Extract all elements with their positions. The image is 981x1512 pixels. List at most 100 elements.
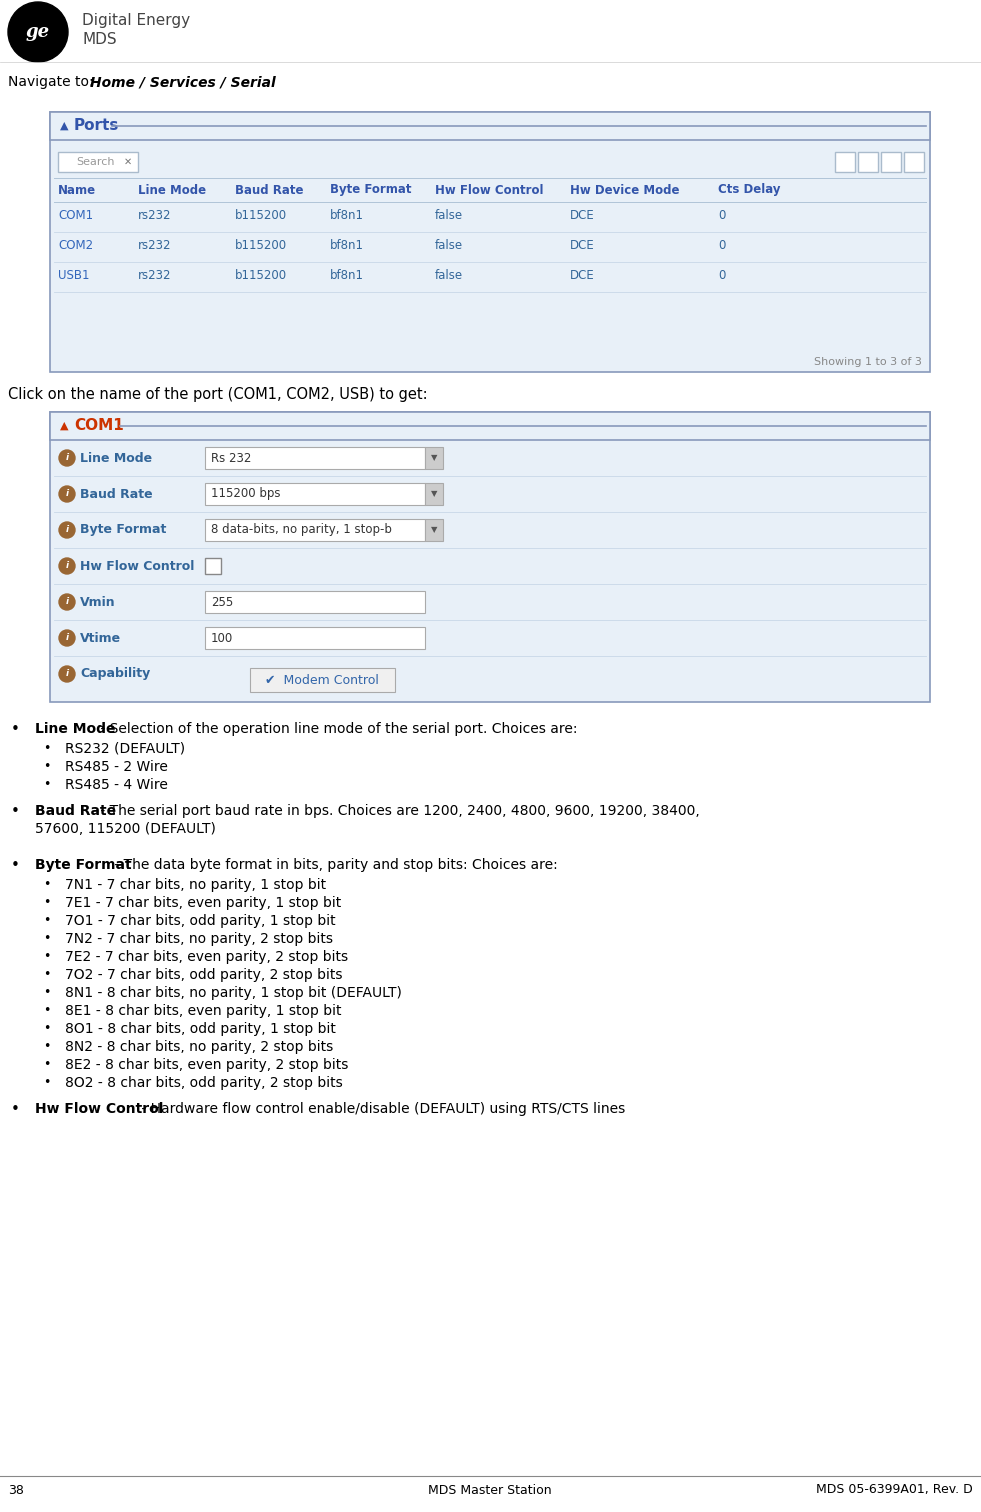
Text: Digital Energy: Digital Energy — [82, 12, 190, 27]
Text: •: • — [43, 897, 51, 909]
Text: ✕: ✕ — [124, 157, 132, 166]
Text: •: • — [43, 986, 51, 999]
Text: bf8n1: bf8n1 — [330, 209, 364, 222]
Text: 8O1 - 8 char bits, odd parity, 1 stop bit: 8O1 - 8 char bits, odd parity, 1 stop bi… — [65, 1022, 336, 1036]
Text: Click on the name of the port (COM1, COM2, USB) to get:: Click on the name of the port (COM1, COM… — [8, 387, 428, 402]
Text: 7E1 - 7 char bits, even parity, 1 stop bit: 7E1 - 7 char bits, even parity, 1 stop b… — [65, 897, 341, 910]
Text: 7O2 - 7 char bits, odd parity, 2 stop bits: 7O2 - 7 char bits, odd parity, 2 stop bi… — [65, 968, 342, 981]
FancyBboxPatch shape — [425, 519, 443, 541]
Text: ▲: ▲ — [60, 121, 69, 132]
Text: Byte Format: Byte Format — [330, 183, 411, 197]
Text: Hw Flow Control: Hw Flow Control — [435, 183, 543, 197]
Text: i: i — [66, 670, 69, 679]
Text: i: i — [66, 526, 69, 535]
Text: Hw Device Mode: Hw Device Mode — [570, 183, 680, 197]
Text: ▲: ▲ — [60, 420, 69, 431]
Text: 8N2 - 8 char bits, no parity, 2 stop bits: 8N2 - 8 char bits, no parity, 2 stop bit… — [65, 1040, 334, 1054]
Text: RS485 - 2 Wire: RS485 - 2 Wire — [65, 761, 168, 774]
Text: Baud Rate: Baud Rate — [235, 183, 303, 197]
Text: Line Mode: Line Mode — [80, 452, 152, 464]
Text: ge: ge — [26, 23, 50, 41]
Text: rs232: rs232 — [138, 269, 172, 283]
Text: false: false — [435, 239, 463, 253]
FancyBboxPatch shape — [858, 153, 878, 172]
Text: •: • — [43, 1004, 51, 1018]
Text: 7N1 - 7 char bits, no parity, 1 stop bit: 7N1 - 7 char bits, no parity, 1 stop bit — [65, 878, 326, 892]
FancyBboxPatch shape — [205, 558, 221, 575]
Text: Cts Delay: Cts Delay — [718, 183, 781, 197]
Text: •: • — [43, 1040, 51, 1052]
FancyBboxPatch shape — [50, 411, 930, 440]
FancyBboxPatch shape — [835, 153, 855, 172]
FancyBboxPatch shape — [881, 153, 901, 172]
Text: - Hardware flow control enable/disable (DEFAULT) using RTS/CTS lines: - Hardware flow control enable/disable (… — [137, 1102, 625, 1116]
Text: •: • — [43, 931, 51, 945]
FancyBboxPatch shape — [425, 448, 443, 469]
Text: Showing 1 to 3 of 3: Showing 1 to 3 of 3 — [814, 357, 922, 367]
Text: false: false — [435, 269, 463, 283]
Text: 100: 100 — [211, 632, 233, 644]
Text: Rs 232: Rs 232 — [211, 452, 251, 464]
Text: MDS 05-6399A01, Rev. D: MDS 05-6399A01, Rev. D — [816, 1483, 973, 1497]
Text: DCE: DCE — [570, 209, 594, 222]
Text: Navigate to:: Navigate to: — [8, 76, 98, 89]
FancyBboxPatch shape — [250, 668, 395, 692]
Text: •: • — [43, 913, 51, 927]
Text: rs232: rs232 — [138, 209, 172, 222]
FancyBboxPatch shape — [205, 519, 425, 541]
Circle shape — [59, 485, 75, 502]
Circle shape — [59, 522, 75, 538]
Text: DCE: DCE — [570, 239, 594, 253]
FancyBboxPatch shape — [58, 153, 138, 172]
Text: 38: 38 — [8, 1483, 24, 1497]
Text: •: • — [43, 779, 51, 791]
Text: i: i — [66, 454, 69, 463]
Text: •: • — [43, 761, 51, 773]
Text: i: i — [66, 597, 69, 606]
Text: Baud Rate: Baud Rate — [35, 804, 116, 818]
Text: MDS: MDS — [82, 32, 117, 47]
Text: Line Mode: Line Mode — [138, 183, 206, 197]
Circle shape — [59, 594, 75, 609]
Text: Home / Services / Serial: Home / Services / Serial — [90, 76, 276, 89]
Text: RS232 (DEFAULT): RS232 (DEFAULT) — [65, 742, 185, 756]
Text: COM2: COM2 — [58, 239, 93, 253]
Text: 7O1 - 7 char bits, odd parity, 1 stop bit: 7O1 - 7 char bits, odd parity, 1 stop bi… — [65, 913, 336, 928]
Text: - The serial port baud rate in bps. Choices are 1200, 2400, 4800, 9600, 19200, 3: - The serial port baud rate in bps. Choi… — [96, 804, 700, 818]
Text: USB1: USB1 — [58, 269, 89, 283]
Text: •: • — [43, 742, 51, 754]
Text: •: • — [11, 723, 20, 736]
Text: b115200: b115200 — [235, 209, 287, 222]
Text: •: • — [43, 950, 51, 963]
Text: 255: 255 — [211, 596, 233, 608]
Text: ▼: ▼ — [431, 454, 438, 463]
Text: 0: 0 — [718, 209, 725, 222]
Text: •: • — [43, 878, 51, 891]
Text: 57600, 115200 (DEFAULT): 57600, 115200 (DEFAULT) — [35, 823, 216, 836]
Circle shape — [59, 451, 75, 466]
Text: b115200: b115200 — [235, 239, 287, 253]
Text: rs232: rs232 — [138, 239, 172, 253]
Text: ▼: ▼ — [431, 490, 438, 499]
Text: bf8n1: bf8n1 — [330, 269, 364, 283]
FancyBboxPatch shape — [50, 112, 930, 141]
Text: Byte Format: Byte Format — [35, 857, 131, 872]
Text: Hw Flow Control: Hw Flow Control — [80, 559, 194, 573]
Text: 8E1 - 8 char bits, even parity, 1 stop bit: 8E1 - 8 char bits, even parity, 1 stop b… — [65, 1004, 341, 1018]
FancyBboxPatch shape — [205, 482, 425, 505]
Text: •: • — [11, 1102, 20, 1117]
Text: Search: Search — [76, 157, 115, 166]
Text: •: • — [43, 1022, 51, 1036]
Circle shape — [59, 665, 75, 682]
Text: 7E2 - 7 char bits, even parity, 2 stop bits: 7E2 - 7 char bits, even parity, 2 stop b… — [65, 950, 348, 965]
Text: i: i — [66, 634, 69, 643]
Text: Vtime: Vtime — [80, 632, 121, 644]
Text: RS485 - 4 Wire: RS485 - 4 Wire — [65, 779, 168, 792]
Text: Capability: Capability — [80, 667, 150, 680]
Text: b115200: b115200 — [235, 269, 287, 283]
Text: 8O2 - 8 char bits, odd parity, 2 stop bits: 8O2 - 8 char bits, odd parity, 2 stop bi… — [65, 1077, 342, 1090]
Text: - The data byte format in bits, parity and stop bits: Choices are:: - The data byte format in bits, parity a… — [110, 857, 557, 872]
FancyBboxPatch shape — [205, 591, 425, 612]
Circle shape — [59, 631, 75, 646]
Text: 8N1 - 8 char bits, no parity, 1 stop bit (DEFAULT): 8N1 - 8 char bits, no parity, 1 stop bit… — [65, 986, 402, 999]
